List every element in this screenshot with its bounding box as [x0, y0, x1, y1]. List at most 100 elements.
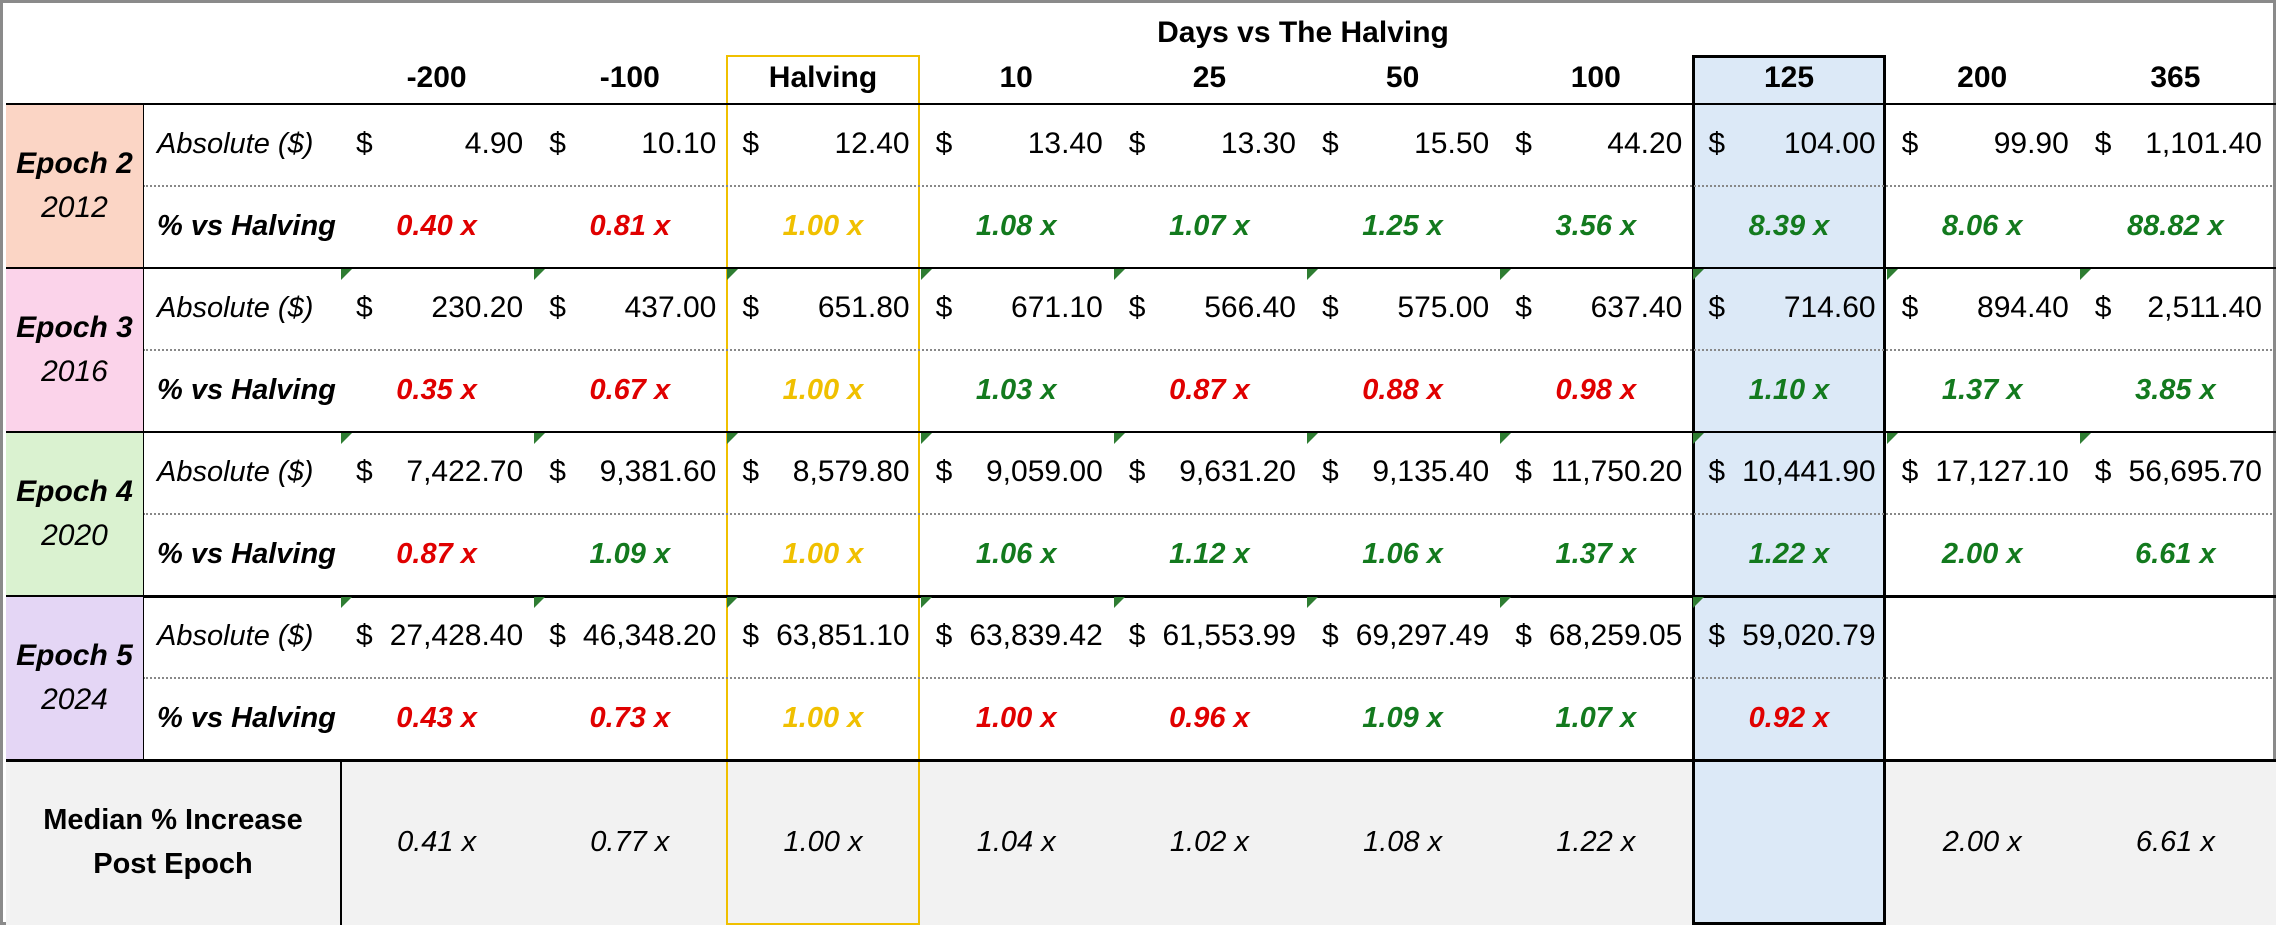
comment-indicator-icon [920, 433, 932, 444]
absolute-value-cell: $651.80 [726, 267, 919, 349]
absolute-value: 63,839.42 [969, 619, 1103, 652]
pct-value-cell: 1.00 x [782, 373, 864, 406]
absolute-value-cell: $13.40 [920, 103, 1113, 185]
halving-column-outline [726, 55, 920, 925]
epoch-name: Epoch 5 [16, 639, 133, 672]
pct-value-cell: 0.92 x [1748, 701, 1830, 734]
median-value-cell: 0.41 x [397, 825, 477, 858]
pct-value-cell: 0.73 x [589, 701, 671, 734]
absolute-value-cell: $10.10 [533, 103, 726, 185]
absolute-value-cell: $714.60 [1692, 267, 1885, 349]
absolute-value-cell: $894.40 [1886, 267, 2079, 349]
currency-symbol: $ [1515, 291, 1532, 324]
absolute-value: 671.10 [1011, 291, 1103, 324]
absolute-value-cell: $4.90 [340, 103, 533, 185]
pct-value-cell: 0.98 x [1555, 373, 1637, 406]
absolute-value: 894.40 [1977, 291, 2069, 324]
absolute-value: 9,059.00 [986, 455, 1103, 488]
absolute-value: 13.30 [1220, 127, 1296, 160]
row-divider-dotted [143, 677, 2276, 679]
comment-indicator-icon [341, 597, 352, 608]
epoch-label-cell: Epoch 5 2024 [6, 595, 143, 759]
pct-value-cell: 0.43 x [396, 701, 477, 734]
median-value-cell: 1.22 x [1556, 825, 1636, 858]
currency-symbol: $ [356, 619, 373, 652]
epoch-name: Epoch 4 [16, 475, 133, 508]
epoch-name: Epoch 2 [16, 147, 133, 180]
pct-value-cell: 1.09 x [589, 537, 671, 570]
epoch-year: 2020 [41, 519, 108, 552]
absolute-value-cell: $11,750.20 [1499, 431, 1692, 513]
currency-symbol: $ [549, 619, 566, 652]
pct-value-cell: 1.37 x [1555, 537, 1637, 570]
column-header-200: -200 [406, 61, 467, 94]
pct-row-label: % vs Halving [157, 537, 336, 570]
pct-value-cell: 1.00 x [975, 701, 1057, 734]
absolute-value-cell: $10,441.90 [1692, 431, 1885, 513]
comment-indicator-icon [727, 433, 739, 444]
pct-value-cell: 0.87 x [396, 537, 477, 570]
absolute-value-cell: $12.40 [726, 103, 919, 185]
column-header-100: -100 [599, 61, 660, 94]
comment-indicator-icon [1113, 269, 1125, 280]
currency-symbol: $ [1128, 455, 1146, 488]
currency-symbol: $ [742, 619, 760, 652]
pct-value-cell: 1.06 x [1362, 537, 1443, 570]
absolute-value: 15.50 [1414, 127, 1490, 160]
absolute-value: 1,101.40 [2145, 127, 2262, 160]
absolute-value: 11,750.20 [1551, 455, 1683, 488]
median-value-cell: 1.04 x [976, 825, 1056, 858]
pct-row-label: % vs Halving [157, 373, 336, 406]
comment-indicator-icon [920, 597, 932, 608]
comment-indicator-icon [920, 269, 932, 280]
currency-symbol: $ [742, 455, 760, 488]
column-header-50: 50 [1385, 61, 1420, 94]
currency-symbol: $ [1322, 291, 1339, 324]
table-title: Days vs The Halving [1157, 16, 1449, 49]
absolute-value-cell: $9,059.00 [920, 431, 1113, 513]
absolute-value-cell: $230.20 [340, 267, 533, 349]
currency-symbol: $ [1128, 127, 1146, 160]
absolute-value: 10.10 [641, 127, 717, 160]
absolute-value: 104.00 [1783, 127, 1876, 160]
absolute-value-cell: $46,348.20 [533, 595, 726, 677]
absolute-value: 63,851.10 [776, 619, 910, 652]
pct-value-cell: 0.96 x [1169, 701, 1250, 734]
pct-value-cell: 3.56 x [1555, 209, 1637, 242]
epoch-label-cell: Epoch 3 2016 [6, 267, 143, 431]
absolute-value: 575.00 [1397, 291, 1490, 324]
absolute-value: 9,135.40 [1372, 455, 1490, 488]
pct-value-cell: 1.06 x [975, 537, 1057, 570]
absolute-value-cell: $56,695.70 [2079, 431, 2272, 513]
comment-indicator-icon [2079, 269, 2091, 280]
currency-symbol: $ [1515, 619, 1532, 652]
currency-symbol: $ [549, 455, 566, 488]
absolute-value-cell: $27,428.40 [340, 595, 533, 677]
currency-symbol: $ [1128, 291, 1146, 324]
currency-symbol: $ [1708, 619, 1726, 652]
comment-indicator-icon [727, 597, 739, 608]
absolute-value-cell: $437.00 [533, 267, 726, 349]
absolute-value: 637.40 [1590, 291, 1683, 324]
currency-symbol: $ [1322, 455, 1339, 488]
pct-value-cell: 1.25 x [1362, 209, 1443, 242]
currency-symbol: $ [356, 127, 373, 160]
absolute-value: 9,381.60 [599, 455, 717, 488]
row-divider-dotted [143, 185, 2276, 187]
median-value-cell: 1.02 x [1169, 825, 1249, 858]
currency-symbol: $ [1708, 127, 1726, 160]
absolute-value: 7,422.70 [406, 455, 524, 488]
currency-symbol: $ [1128, 619, 1146, 652]
comment-indicator-icon [1307, 433, 1318, 444]
absolute-value: 68,259.05 [1548, 619, 1683, 652]
comment-indicator-icon [1693, 597, 1705, 608]
absolute-value: 46,348.20 [582, 619, 717, 652]
absolute-value-cell: $63,839.42 [920, 595, 1113, 677]
median-row-bg [6, 759, 2276, 925]
currency-symbol: $ [935, 291, 953, 324]
absolute-value-cell: $17,127.10 [1886, 431, 2079, 513]
comment-indicator-icon [1500, 597, 1512, 608]
absolute-value-cell: $15.50 [1306, 103, 1499, 185]
absolute-value: 27,428.40 [389, 619, 524, 652]
row-divider-dotted [143, 513, 2276, 515]
